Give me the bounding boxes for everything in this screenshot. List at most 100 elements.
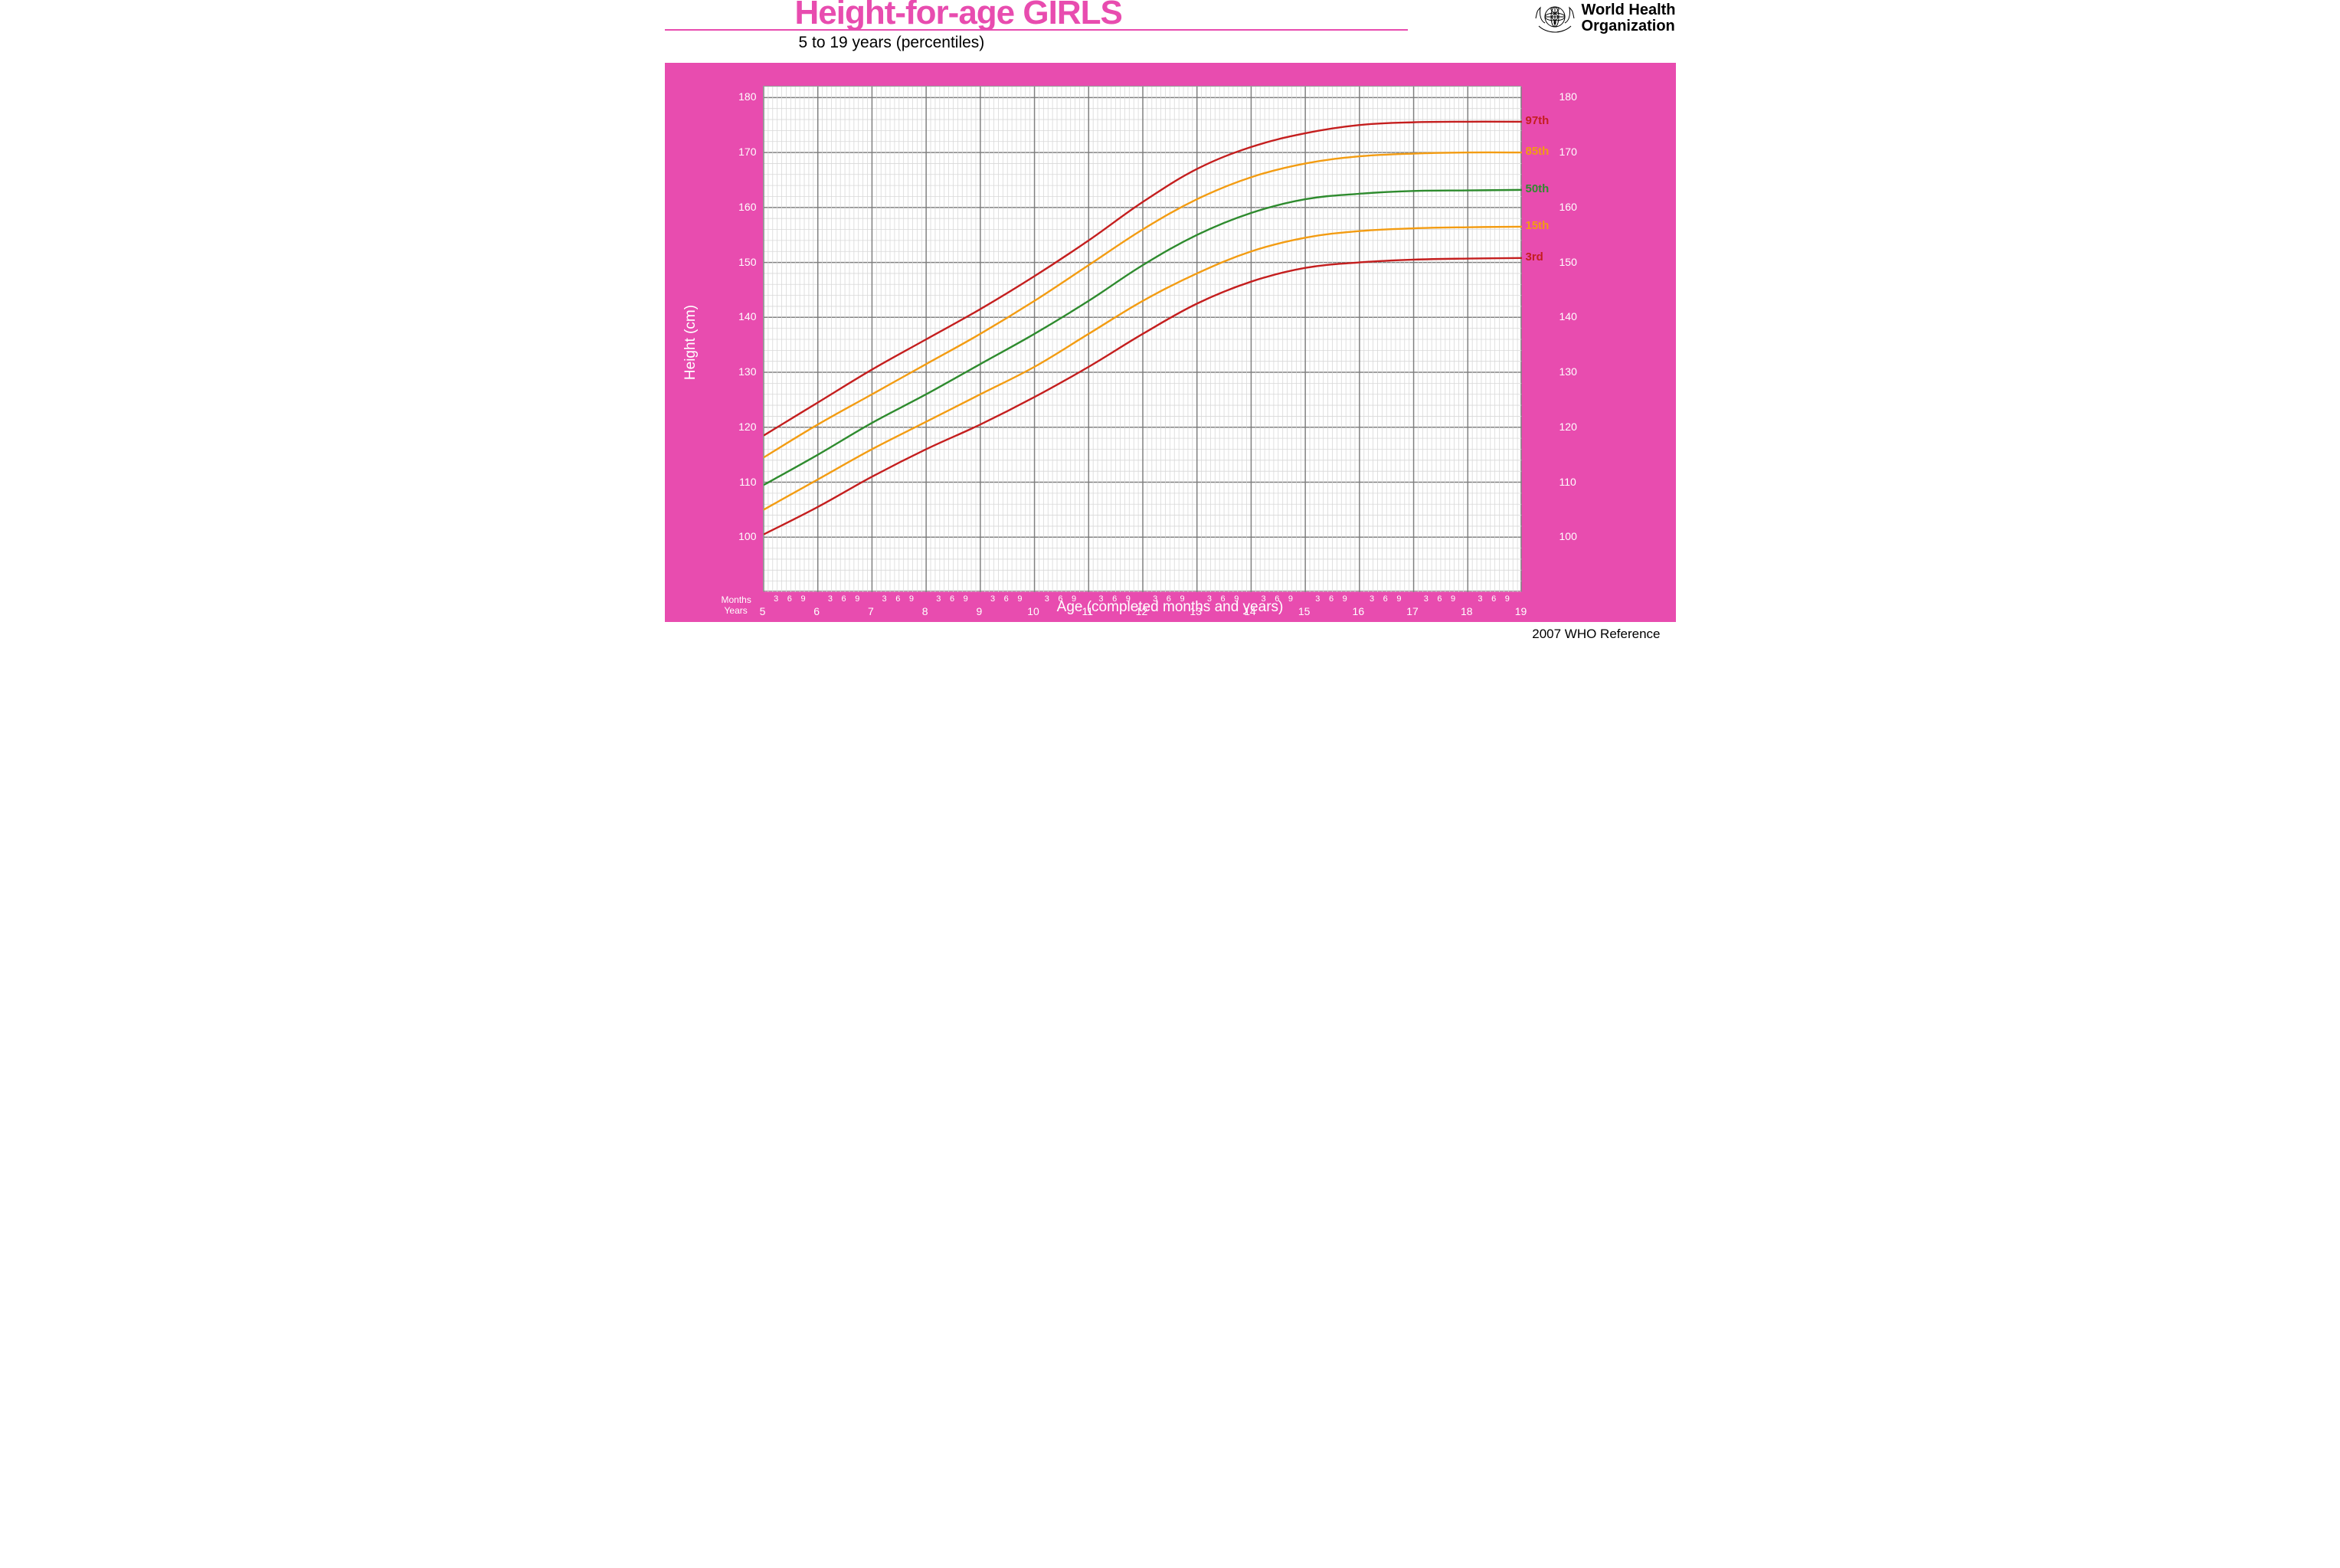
x-month-tick: 9 <box>855 594 859 604</box>
y-tick-right: 170 <box>1559 146 1590 158</box>
x-month-tick: 6 <box>1329 594 1334 604</box>
x-month-tick: 9 <box>1396 594 1401 604</box>
who-emblem-icon <box>1534 0 1576 37</box>
months-row-label: Months <box>722 594 751 605</box>
x-month-tick: 3 <box>1262 594 1266 604</box>
y-tick-right: 140 <box>1559 310 1590 322</box>
x-month-tick: 3 <box>990 594 995 604</box>
series-97th <box>764 122 1522 436</box>
x-month-tick: 3 <box>1315 594 1320 604</box>
x-month-tick: 9 <box>964 594 968 604</box>
x-month-tick: 9 <box>1343 594 1347 604</box>
x-month-tick: 3 <box>774 594 778 604</box>
y-tick-left: 110 <box>726 476 757 488</box>
x-month-tick: 6 <box>1275 594 1279 604</box>
x-year-tick: 6 <box>813 605 820 617</box>
x-year-tick: 17 <box>1406 605 1419 617</box>
y-axis-label: Height (cm) <box>682 305 699 380</box>
x-month-tick: 9 <box>1451 594 1455 604</box>
y-tick-left: 150 <box>726 256 757 268</box>
header: Height-for-age GIRLS 5 to 19 years (perc… <box>665 0 1676 60</box>
series-50th <box>764 190 1522 485</box>
x-year-tick: 18 <box>1461 605 1473 617</box>
x-month-tick: 6 <box>1167 594 1171 604</box>
x-month-tick: 9 <box>1180 594 1184 604</box>
series-15th <box>764 227 1522 509</box>
x-month-tick: 9 <box>909 594 914 604</box>
x-month-tick: 9 <box>1505 594 1510 604</box>
x-month-tick: 9 <box>1126 594 1131 604</box>
x-year-tick: 7 <box>868 605 874 617</box>
x-year-tick: 15 <box>1298 605 1311 617</box>
x-month-tick: 3 <box>1424 594 1429 604</box>
x-year-tick: 14 <box>1244 605 1256 617</box>
x-month-tick: 3 <box>1478 594 1482 604</box>
x-month-tick: 6 <box>1058 594 1062 604</box>
y-tick-right: 160 <box>1559 201 1590 213</box>
page-subtitle: 5 to 19 years (percentiles) <box>799 34 985 52</box>
plot-area <box>763 86 1521 591</box>
y-tick-right: 180 <box>1559 90 1590 103</box>
footer-note: 2007 WHO Reference <box>1532 627 1660 642</box>
x-month-tick: 6 <box>1004 594 1009 604</box>
x-month-tick: 9 <box>1072 594 1076 604</box>
x-month-tick: 9 <box>1288 594 1293 604</box>
who-logo: World Health Organization <box>1534 0 1676 37</box>
x-month-tick: 6 <box>1491 594 1496 604</box>
x-year-tick: 11 <box>1082 605 1094 617</box>
x-year-tick: 5 <box>760 605 766 617</box>
x-month-tick: 6 <box>1221 594 1226 604</box>
x-year-tick: 13 <box>1190 605 1202 617</box>
y-tick-left: 100 <box>726 530 757 542</box>
x-month-tick: 6 <box>1383 594 1388 604</box>
y-tick-right: 100 <box>1559 530 1590 542</box>
who-logo-line1: World Health <box>1582 2 1676 18</box>
y-tick-left: 130 <box>726 365 757 378</box>
y-tick-left: 170 <box>726 146 757 158</box>
x-month-tick: 3 <box>1045 594 1049 604</box>
series-label-85th: 85th <box>1526 145 1550 158</box>
series-label-3rd: 3rd <box>1526 250 1543 264</box>
x-month-tick: 6 <box>1112 594 1117 604</box>
who-logo-text: World Health Organization <box>1582 2 1676 34</box>
years-row-label: Years <box>725 605 748 616</box>
x-month-tick: 9 <box>1017 594 1022 604</box>
x-year-tick: 16 <box>1353 605 1365 617</box>
x-year-tick: 12 <box>1136 605 1148 617</box>
x-month-tick: 3 <box>1098 594 1103 604</box>
x-month-tick: 6 <box>787 594 792 604</box>
x-month-tick: 3 <box>882 594 887 604</box>
y-tick-left: 140 <box>726 310 757 322</box>
series-label-50th: 50th <box>1526 182 1550 195</box>
x-month-tick: 9 <box>800 594 805 604</box>
who-logo-line2: Organization <box>1582 18 1676 34</box>
x-year-tick: 10 <box>1027 605 1039 617</box>
x-month-tick: 3 <box>1153 594 1157 604</box>
series-label-97th: 97th <box>1526 114 1550 127</box>
x-month-tick: 3 <box>828 594 833 604</box>
page-title: Height-for-age GIRLS <box>795 0 1122 32</box>
y-tick-right: 150 <box>1559 256 1590 268</box>
series-svg <box>764 87 1522 592</box>
x-month-tick: 3 <box>1207 594 1212 604</box>
x-year-tick: 8 <box>922 605 928 617</box>
title-underline <box>665 29 1408 31</box>
x-month-tick: 6 <box>895 594 900 604</box>
y-tick-right: 130 <box>1559 365 1590 378</box>
x-month-tick: 6 <box>1437 594 1442 604</box>
y-tick-left: 180 <box>726 90 757 103</box>
x-year-tick: 9 <box>976 605 982 617</box>
y-tick-right: 120 <box>1559 421 1590 433</box>
series-85th <box>764 152 1522 457</box>
x-month-tick: 3 <box>936 594 941 604</box>
x-month-tick: 9 <box>1234 594 1239 604</box>
x-month-tick: 6 <box>842 594 846 604</box>
chart-panel: Height (cm) Age (completed months and ye… <box>665 63 1676 622</box>
x-month-tick: 3 <box>1370 594 1374 604</box>
y-tick-right: 110 <box>1559 476 1590 488</box>
x-year-tick: 19 <box>1515 605 1527 617</box>
x-month-tick: 6 <box>950 594 954 604</box>
y-tick-left: 160 <box>726 201 757 213</box>
y-tick-left: 120 <box>726 421 757 433</box>
series-label-15th: 15th <box>1526 219 1550 232</box>
